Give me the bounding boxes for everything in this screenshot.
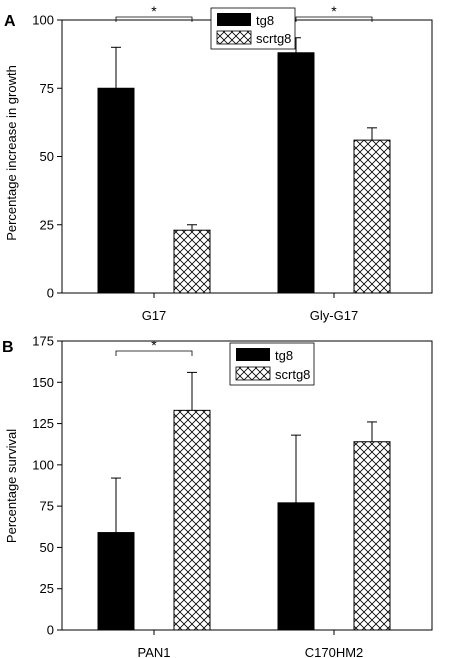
panel-b-y-tick-label-0: 0 [47,623,54,638]
panel-b-x-ticks: PAN1 C170HM2 [138,630,364,658]
panel-a-bar-scrtg8-G17 [173,229,211,294]
panel-b-y-ticks: 0 25 50 75 100 125 150 175 [32,334,62,638]
panel-a-legend-label-tg8: tg8 [256,13,274,28]
panel-b-sig-label-0: * [151,337,157,353]
panel-b-legend-swatch-scrtg8 [235,366,271,381]
panel-b-bar-scrtg8-PAN1 [173,409,211,631]
panel-b-y-tick-label-6: 150 [32,375,54,390]
panel-a-bars [97,37,391,294]
panel-a-sig-label-1: * [331,3,337,19]
panel-a-bar-tg8-Gly-G17 [277,52,315,294]
panel-a-x-tick-label-0: G17 [142,308,167,323]
panel-b-ylabel: Percentage survival [4,429,19,543]
panel-a-y-tick-label-2: 50 [40,149,54,164]
panel-a-legend: tg8 scrtg8 [210,7,296,50]
panel-b-legend-label-tg8: tg8 [275,348,293,363]
panel-b-sig-bracket-0 [115,350,193,356]
panel-a-sig-label-0: * [151,3,157,19]
panel-a-ylabel: Percentage increase in growth [4,65,19,241]
panel-b-y-tick-label-1: 25 [40,581,54,596]
panel-a-x-tick-label-1: Gly-G17 [310,308,358,323]
panel-b: B Percentage survival 0 25 50 75 100 125 150 17… [2,334,433,658]
panel-b-y-tick-label-5: 125 [32,416,54,431]
panel-b-bar-scrtg8-C170HM2 [353,441,391,631]
panel-b-y-tick-label-4: 100 [32,457,54,472]
panel-b-plot-frame [61,340,433,631]
panel-b-bar-tg8-C170HM2 [277,502,315,631]
panel-a-y-tick-label-1: 25 [40,217,54,232]
panel-a-y-ticks: 0 25 50 75 100 [32,13,62,301]
panel-b-label: B [2,339,14,356]
panel-a-legend-label-scrtg8: scrtg8 [256,31,291,46]
panel-b-y-tick-label-3: 75 [40,499,54,514]
panel-b-bars [97,371,391,631]
panel-b-significance: * [115,337,193,356]
panel-a: A Percentage increase in growth 0 25 50 75 1… [4,3,433,323]
panel-a-y-tick-label-0: 0 [47,286,54,301]
panel-b-bar-tg8-PAN1 [97,532,135,631]
panel-a-legend-swatch-tg8 [217,13,251,26]
panel-a-bar-tg8-G17 [97,87,135,294]
panel-a-legend-swatch-scrtg8 [216,30,252,45]
panel-b-legend-swatch-tg8 [236,348,270,361]
panel-b-legend: tg8 scrtg8 [229,342,315,386]
panel-b-x-tick-label-0: PAN1 [138,645,171,658]
panel-a-y-tick-label-3: 75 [40,81,54,96]
panel-b-legend-label-scrtg8: scrtg8 [275,367,310,382]
panel-a-label: A [4,13,16,30]
panel-b-y-tick-label-7: 175 [32,334,54,349]
panel-a-bar-scrtg8-Gly-G17 [353,139,391,294]
panel-a-x-ticks: G17 Gly-G17 [142,293,358,323]
panel-a-y-tick-label-4: 100 [32,13,54,28]
panel-b-y-tick-label-2: 50 [40,540,54,555]
panel-b-x-tick-label-1: C170HM2 [305,645,364,658]
